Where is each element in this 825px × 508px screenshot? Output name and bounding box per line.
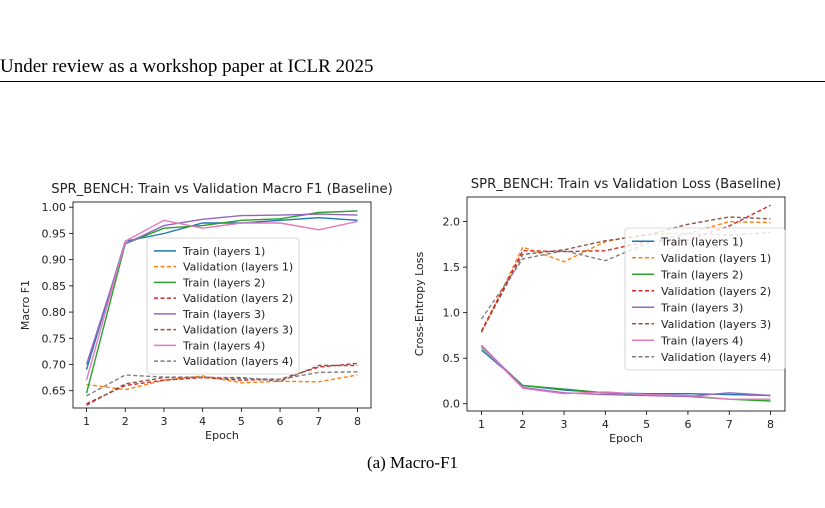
x-tick-label: 2	[519, 418, 526, 431]
x-tick-label: 1	[478, 418, 485, 431]
x-tick-label: 2	[122, 415, 129, 428]
x-axis-label: Epoch	[609, 432, 643, 445]
legend-label: Validation (layers 1)	[183, 261, 293, 274]
series-line	[481, 345, 771, 400]
legend-label: Validation (layers 2)	[661, 285, 771, 298]
chart-title: SPR_BENCH: Train vs Validation Loss (Bas…	[471, 177, 781, 192]
y-tick-label: 0.75	[42, 332, 67, 345]
y-tick-label: 0.65	[42, 385, 67, 398]
x-tick-label: 4	[199, 415, 206, 428]
legend-label: Validation (layers 2)	[183, 292, 293, 305]
x-tick-label: 1	[83, 415, 90, 428]
legend-label: Train (layers 4)	[660, 334, 743, 347]
y-tick-label: 0.70	[42, 358, 67, 371]
y-tick-label: 1.00	[42, 201, 67, 214]
plot-frame	[72, 201, 372, 409]
chart-1: SPR_BENCH: Train vs Validation Macro F1 …	[19, 182, 393, 442]
legend-box	[624, 227, 786, 371]
legend-label: Train (layers 1)	[182, 245, 265, 258]
x-tick-label: 5	[643, 418, 650, 431]
legend-label: Validation (layers 3)	[183, 324, 293, 337]
legend-label: Validation (layers 3)	[661, 318, 771, 331]
y-tick-label: 1.0	[443, 307, 461, 320]
series-line	[86, 364, 358, 407]
legend-label: Train (layers 2)	[660, 268, 743, 281]
y-tick-label: 0.5	[443, 352, 461, 365]
series-line	[481, 344, 771, 398]
y-tick-label: 0.90	[42, 254, 67, 267]
header-rule	[0, 81, 825, 82]
x-tick-label: 4	[602, 418, 609, 431]
x-axis-label: Epoch	[205, 429, 239, 442]
legend-label: Train (layers 2)	[182, 276, 265, 289]
y-axis-label: Macro F1	[19, 280, 32, 330]
series-line	[85, 213, 358, 365]
y-tick-label: 1.5	[443, 261, 461, 274]
legend-label: Train (layers 1)	[660, 235, 743, 248]
x-tick-label: 8	[767, 418, 774, 431]
x-tick-label: 8	[354, 415, 361, 428]
page-header: Under review as a workshop paper at ICLR…	[0, 56, 374, 77]
y-tick-label: 2.0	[443, 216, 461, 229]
x-tick-label: 7	[315, 415, 322, 428]
series-line	[85, 219, 358, 381]
legend: Train (layers 1) Validation (layers 1) Tra…	[624, 227, 786, 371]
x-tick-label: 3	[160, 415, 167, 428]
series-line	[86, 362, 358, 405]
y-tick-label: 0.95	[42, 227, 67, 240]
legend-label: Validation (layers 1)	[661, 252, 771, 265]
series-line	[480, 231, 771, 320]
legend-label: Validation (layers 4)	[183, 355, 293, 368]
chart-title: SPR_BENCH: Train vs Validation Macro F1 …	[51, 182, 393, 197]
x-tick-label: 6	[684, 418, 691, 431]
x-tick-label: 7	[726, 418, 733, 431]
legend-label: Train (layers 3)	[660, 301, 743, 314]
x-tick-label: 6	[277, 415, 284, 428]
figure-caption: (a) Macro-F1	[366, 453, 459, 472]
series-line	[86, 374, 358, 391]
y-axis-label: Cross-Entropy Loss	[413, 251, 426, 356]
y-tick-label: 0.80	[42, 306, 67, 319]
legend-label: Train (layers 3)	[182, 308, 265, 321]
legend-label: Validation (layers 4)	[661, 351, 771, 364]
x-tick-label: 3	[561, 418, 568, 431]
legend-label: Train (layers 4)	[182, 339, 265, 352]
legend-box	[146, 237, 300, 375]
y-tick-label: 0.85	[42, 280, 67, 293]
chart-2: SPR_BENCH: Train vs Validation Loss (Bas…	[413, 177, 786, 445]
legend: Train (layers 1) Validation (layers 1) Tra…	[146, 237, 300, 375]
x-tick-label: 5	[238, 415, 245, 428]
y-tick-label: 0.0	[443, 398, 461, 411]
